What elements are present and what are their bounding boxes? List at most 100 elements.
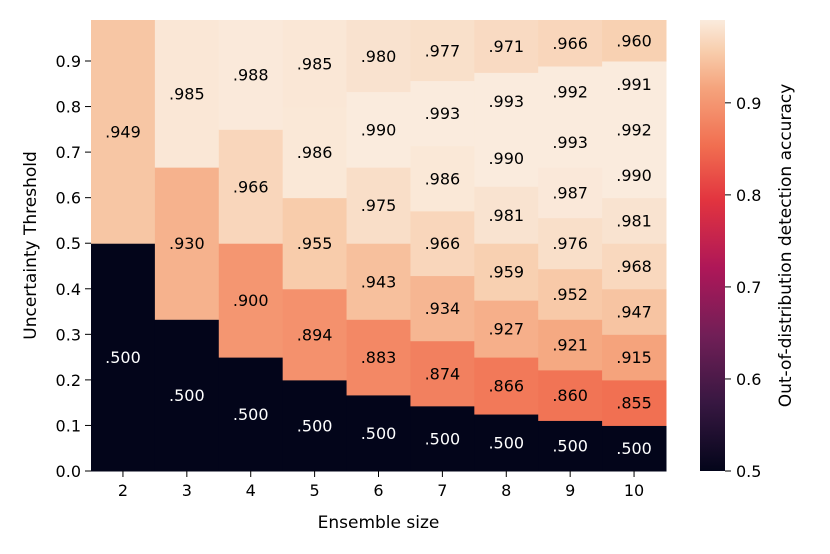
cell-value-label: .500	[105, 348, 141, 367]
cell-value-label: .993	[552, 133, 588, 152]
cell-value-label: .980	[361, 47, 397, 66]
cell-value-label: .985	[169, 85, 205, 104]
heatmap-cell	[91, 20, 156, 244]
heatmap-cell	[602, 106, 667, 153]
heatmap-cell	[410, 210, 475, 277]
colorbar: 0.5 0.6 0.7 0.8 0.9 Out-of-distribution dete…	[700, 20, 796, 481]
heatmap-cell	[474, 20, 539, 73]
colorbar-tick-label: 0.9	[736, 94, 761, 113]
y-tick-label: 0.7	[56, 143, 81, 162]
cell-value-label: .915	[616, 348, 652, 367]
cell-value-label: .500	[425, 429, 461, 448]
heatmap-cell	[602, 379, 667, 426]
heatmap-cell	[346, 20, 411, 93]
heatmap-cell	[346, 243, 411, 320]
heatmap-cell	[474, 129, 539, 187]
heatmap-cell	[410, 20, 475, 82]
heatmap-cell	[538, 116, 603, 168]
cell-value-label: .977	[425, 41, 461, 60]
cell-value-label: .985	[297, 54, 333, 73]
heatmap-cell	[474, 300, 539, 358]
heatmap-cell	[538, 66, 603, 118]
cell-value-label: .949	[105, 123, 141, 142]
cell-value-label: .943	[361, 272, 397, 291]
heatmap-cell	[154, 20, 220, 168]
cell-value-label: .971	[488, 37, 524, 56]
heatmap-cell	[282, 379, 348, 472]
heatmap-cell-labels: .500 .949 .500 .930 .985 .500 .900 .966 .988 .500…	[105, 32, 652, 459]
heatmap-cell	[410, 275, 475, 342]
cell-value-label: .986	[425, 169, 461, 188]
cell-value-label: .981	[616, 211, 652, 230]
heatmap-cell	[474, 186, 539, 244]
colorbar-tick-label: 0.7	[736, 278, 761, 297]
cell-value-label: .981	[488, 206, 524, 225]
heatmap-cell	[91, 243, 156, 472]
heatmap-cell	[282, 288, 348, 381]
y-tick-label: 0.4	[56, 280, 81, 299]
cell-value-label: .960	[616, 32, 652, 51]
heatmap-cell	[538, 217, 603, 270]
cell-value-label: .968	[616, 257, 652, 276]
heatmap-cell	[602, 334, 667, 381]
heatmap-cell	[602, 288, 667, 335]
y-tick-label: 0.5	[56, 234, 81, 253]
heatmap-cell	[218, 129, 284, 244]
heatmap-cell	[538, 268, 603, 320]
x-tick-label: 10	[624, 481, 644, 500]
y-tick-label: 0.8	[56, 98, 81, 117]
y-tick-label: 0.9	[56, 52, 81, 71]
heatmap-cell	[218, 243, 284, 358]
heatmap-cell	[538, 167, 603, 219]
heatmap-cell	[602, 425, 667, 472]
x-tick-label: 6	[373, 481, 383, 500]
x-tick-label: 5	[310, 481, 320, 500]
cell-value-label: .959	[488, 263, 524, 282]
cell-value-label: .934	[425, 299, 461, 318]
cell-value-label: .966	[425, 234, 461, 253]
colorbar-tick-label: 0.8	[736, 186, 761, 205]
cell-value-label: .987	[552, 183, 588, 202]
cell-value-label: .966	[552, 34, 588, 53]
y-tick-label: 0.1	[56, 416, 81, 435]
y-tick-label: 0.6	[56, 189, 81, 208]
heatmap-cell	[474, 243, 539, 301]
cell-value-label: .874	[425, 364, 461, 383]
cell-value-label: .860	[552, 386, 588, 405]
cell-value-label: .991	[616, 75, 652, 94]
cell-value-label: .990	[361, 120, 397, 139]
heatmap-cell	[410, 340, 475, 407]
heatmap-cell	[346, 394, 411, 472]
cell-value-label: .976	[552, 234, 588, 253]
colorbar-label: Out-of-distribution detection accuracy	[776, 84, 796, 408]
heatmap-cell	[602, 61, 667, 108]
y-axis-label: Uncertainty Threshold	[21, 151, 41, 340]
heatmap-cell	[282, 106, 348, 199]
cell-value-label: .500	[233, 405, 269, 424]
cell-value-label: .883	[361, 348, 397, 367]
heatmap-cell	[538, 319, 603, 371]
cell-value-label: .500	[488, 434, 524, 453]
x-tick-label: 3	[182, 481, 192, 500]
x-tick-label: 9	[565, 481, 575, 500]
heatmap-cell	[602, 197, 667, 244]
cell-value-label: .990	[616, 166, 652, 185]
heatmap-cell	[538, 369, 603, 421]
cell-value-label: .993	[425, 104, 461, 123]
x-axis: 2 3 4 5 6 7 8 9 10	[118, 471, 644, 500]
heatmap-cell	[346, 91, 411, 168]
heatmap-cell	[218, 357, 284, 472]
y-tick-label: 0.0	[56, 462, 81, 481]
x-tick-label: 4	[246, 481, 256, 500]
cell-value-label: .986	[297, 143, 333, 162]
heatmap-cell	[410, 145, 475, 212]
cell-value-label: .500	[552, 437, 588, 456]
heatmap-cell	[474, 414, 539, 472]
heatmap-cell	[474, 72, 539, 130]
colorbar-tick-label: 0.6	[736, 370, 761, 389]
x-tick-label: 7	[437, 481, 447, 500]
heatmap-cell	[154, 167, 220, 320]
colorbar-tick-label: 0.5	[736, 462, 761, 481]
cell-value-label: .930	[169, 234, 205, 253]
heatmap-cells	[91, 20, 667, 472]
